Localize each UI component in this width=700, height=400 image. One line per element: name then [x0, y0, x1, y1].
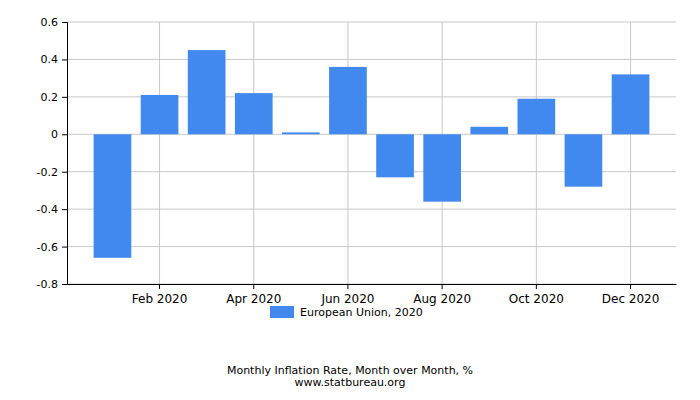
- y-tick: 0.4: [41, 53, 68, 66]
- y-tick: 0.6: [41, 16, 68, 29]
- bar: [235, 93, 273, 134]
- tick-label: -0.6: [37, 241, 58, 254]
- x-tick: Jun 2020: [320, 284, 374, 306]
- tick-mark: [62, 134, 67, 135]
- grid-line: [67, 59, 676, 60]
- y-tick: -0.8: [37, 278, 67, 291]
- x-axis: Feb 2020 Apr 2020 Jun 2020 Aug 2020 Oct 2020…: [68, 284, 677, 306]
- bar: [94, 134, 132, 258]
- bar: [423, 134, 461, 201]
- tick-mark: [347, 284, 348, 289]
- tick-label: Feb 2020: [132, 292, 188, 306]
- y-tick: 0: [51, 128, 67, 141]
- tick-label: Dec 2020: [602, 292, 660, 306]
- tick-label: 0.4: [41, 53, 59, 66]
- bar: [612, 74, 650, 134]
- grid-line: [67, 284, 676, 285]
- tick-label: Jun 2020: [320, 292, 374, 306]
- tick-label: Apr 2020: [226, 292, 281, 306]
- plot: -0.8 -0.6 -0.4 -0.2 0 0.2 0.4 0.6 Feb 2020 Apr 20…: [37, 16, 677, 306]
- y-tick: -0.2: [37, 166, 67, 179]
- tick-mark: [62, 247, 67, 248]
- bar: [141, 95, 179, 134]
- grid-line: [67, 246, 676, 247]
- y-axis: -0.8 -0.6 -0.4 -0.2 0 0.2 0.4 0.6: [37, 16, 68, 291]
- x-tick: Apr 2020: [226, 284, 281, 306]
- tick-mark: [253, 284, 254, 289]
- legend-swatch: [270, 306, 294, 318]
- grid-line: [347, 22, 348, 284]
- tick-label: -0.8: [37, 278, 58, 291]
- grid-line: [67, 209, 676, 210]
- y-tick: 0.2: [41, 91, 68, 104]
- tick-mark: [62, 97, 67, 98]
- bar: [565, 134, 603, 186]
- bars: [94, 50, 650, 258]
- bar: [518, 99, 556, 135]
- chart: -0.8 -0.6 -0.4 -0.2 0 0.2 0.4 0.6 Feb 2020 Apr 20…: [0, 0, 700, 400]
- tick-label: Aug 2020: [413, 292, 471, 306]
- bar: [376, 134, 414, 177]
- grid-line: [630, 22, 631, 284]
- tick-label: 0.6: [41, 16, 59, 29]
- tick-label: Oct 2020: [509, 292, 564, 306]
- tick-mark: [442, 284, 443, 289]
- legend: European Union, 2020: [270, 306, 423, 319]
- tick-label: 0.2: [41, 91, 59, 104]
- tick-mark: [62, 172, 67, 173]
- x-tick: Aug 2020: [413, 284, 471, 306]
- x-tick: Feb 2020: [132, 284, 188, 306]
- tick-mark: [536, 284, 537, 289]
- bar: [329, 67, 367, 134]
- tick-mark: [62, 284, 67, 285]
- axis-line: [62, 23, 68, 285]
- grid: [67, 22, 676, 284]
- bar: [282, 132, 320, 134]
- tick-mark: [159, 284, 160, 289]
- subtitle: www.statbureau.org: [295, 376, 406, 389]
- y-tick: -0.6: [37, 241, 67, 254]
- legend-label: European Union, 2020: [300, 306, 423, 319]
- x-tick: Oct 2020: [509, 284, 564, 306]
- tick-label: 0: [51, 128, 58, 141]
- grid-line: [253, 22, 254, 284]
- tick-mark: [630, 284, 631, 289]
- x-tick: Dec 2020: [602, 284, 660, 306]
- tick-mark: [62, 209, 67, 210]
- grid-line: [67, 22, 676, 23]
- tick-label: -0.4: [37, 203, 58, 216]
- y-tick: -0.4: [37, 203, 67, 216]
- bar: [470, 127, 508, 134]
- grid-line: [159, 22, 160, 284]
- tick-label: -0.2: [37, 166, 58, 179]
- axis-line: [68, 284, 677, 285]
- tick-mark: [62, 59, 67, 60]
- grid-line: [536, 22, 537, 284]
- bar: [188, 50, 226, 134]
- tick-mark: [62, 22, 67, 23]
